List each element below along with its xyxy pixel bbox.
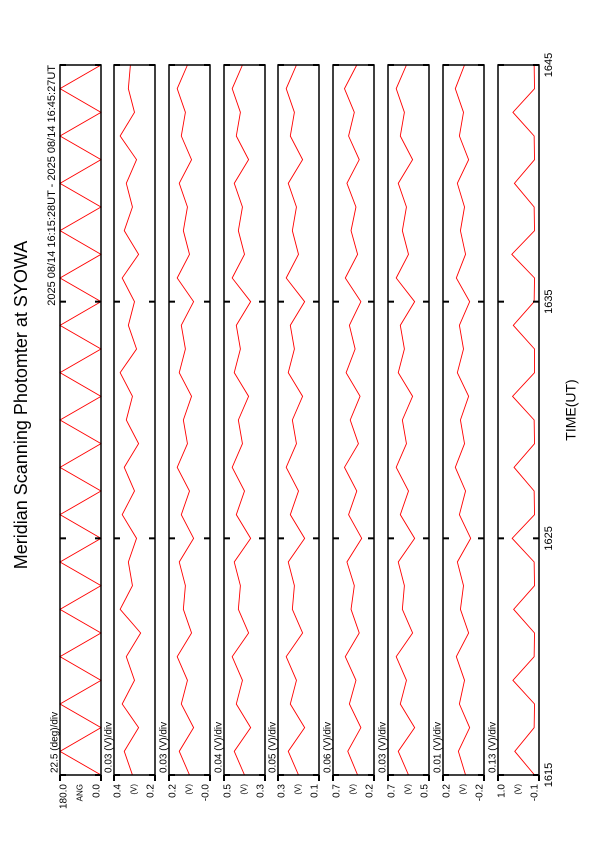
panel-frame	[442, 64, 485, 776]
y-unit-label: (V)	[459, 784, 468, 795]
y-unit-label: (V)	[349, 784, 358, 795]
panel-frame	[113, 64, 156, 776]
panel-scale-label: 0.06 (V)/div	[323, 722, 334, 773]
y-unit-label: (V)	[514, 784, 523, 795]
data-line	[454, 64, 472, 776]
y-tick-label: 0.1	[310, 784, 321, 798]
panel-scale-label: 0.01 (V)/div	[433, 722, 444, 773]
data-line	[176, 64, 195, 776]
x-tick-label: 1635	[543, 289, 555, 313]
y-unit-label: (V)	[404, 784, 413, 795]
chart-subtitle: 2025 08/14 16:15:28UT - 2025 08/14 16:45…	[46, 65, 58, 306]
y-tick-label: 1.0	[497, 784, 508, 798]
y-tick-label: 0.4	[113, 784, 124, 798]
y-tick-label: 0.7	[387, 784, 398, 798]
y-unit-label: (V)	[240, 784, 249, 795]
data-line	[59, 64, 102, 776]
data-line	[231, 64, 252, 776]
rotated-plot: Meridian Scanning Photomter at SYOWA 202…	[11, 53, 579, 809]
y-tick-label: 0.0	[92, 784, 103, 798]
panel-scale-label: 0.05 (V)/div	[268, 722, 279, 773]
y-tick-label: -0.2	[475, 784, 486, 802]
panel-frame	[332, 64, 375, 776]
panel-frame	[59, 64, 102, 776]
data-line	[511, 64, 535, 776]
y-tick-label: 0.3	[277, 784, 288, 798]
data-line	[285, 64, 306, 776]
y-unit-label: (V)	[130, 784, 139, 795]
x-tick-label: 1645	[543, 53, 555, 77]
x-tick-label: 1625	[543, 526, 555, 550]
y-tick-label: 0.2	[168, 784, 179, 798]
panel-frame	[277, 64, 320, 776]
panel-scale-label: 0.03 (V)/div	[159, 722, 170, 773]
y-tick-label: 0.3	[256, 784, 267, 798]
panel-frame	[168, 64, 211, 776]
chart-title: Meridian Scanning Photomter at SYOWA	[11, 241, 31, 569]
y-tick-label: 0.7	[332, 784, 343, 798]
y-tick-label: 0.5	[420, 784, 431, 798]
y-tick-label: -0.1	[530, 784, 541, 802]
panel-scale-label: 0.03 (V)/div	[104, 722, 115, 773]
data-line	[395, 64, 416, 776]
panel-scale-label: 0.13 (V)/div	[488, 722, 499, 773]
panel-frame	[387, 64, 430, 776]
data-line	[343, 64, 363, 776]
panel-scale-label: 0.03 (V)/div	[378, 722, 389, 773]
y-unit-label: (V)	[294, 784, 303, 795]
x-tick-label: 1615	[543, 763, 555, 787]
data-line	[119, 64, 142, 776]
panel-scale-label: 22.5 (deg)/div	[50, 712, 61, 773]
y-unit-label: ANG	[76, 784, 85, 801]
x-axis-title: TIME(UT)	[563, 379, 579, 440]
y-tick-label: 0.2	[442, 784, 453, 798]
panel-frame	[497, 64, 540, 776]
y-tick-label: 0.2	[365, 784, 376, 798]
y-unit-label: (V)	[185, 784, 194, 795]
y-tick-label: -0.0	[201, 784, 212, 802]
y-tick-label: 0.5	[223, 784, 234, 798]
y-tick-label: 180.0	[59, 784, 70, 809]
panel-frame	[223, 64, 266, 776]
panel-scale-label: 0.04 (V)/div	[214, 722, 225, 773]
y-tick-label: 0.2	[146, 784, 157, 798]
